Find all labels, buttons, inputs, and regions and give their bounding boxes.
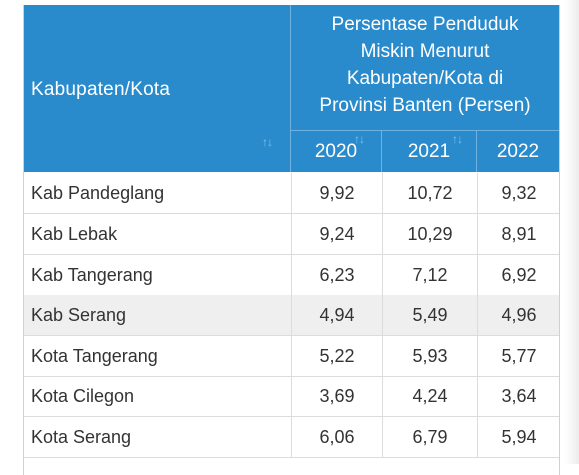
column-header-label: Kabupaten/Kota xyxy=(31,79,171,100)
table-row: Kota Tangerang 5,22 5,93 5,77 xyxy=(24,336,559,377)
column-header-2022[interactable]: 2022 xyxy=(477,131,559,172)
cell-2022: 4,96 xyxy=(477,295,560,335)
column-header-2020[interactable]: 2020 ↑↓ xyxy=(291,131,382,172)
cell-2020: 4,94 xyxy=(291,295,382,335)
row-name: Kab Serang xyxy=(31,305,127,325)
cell-2021: 5,49 xyxy=(382,295,477,335)
cell-2022: 5,77 xyxy=(477,336,560,376)
year-label: 2022 xyxy=(496,141,540,162)
cell-2020: 3,69 xyxy=(291,376,382,416)
group-header-line: Miskin Menurut xyxy=(360,41,490,62)
cell-2020: 6,23 xyxy=(291,255,382,295)
cell-2022: 6,92 xyxy=(477,255,560,295)
cell-2021: 10,72 xyxy=(382,173,477,213)
cell-2022: 3,64 xyxy=(477,376,560,416)
year-label: 2020 xyxy=(314,141,358,162)
year-label: 2021 xyxy=(407,141,451,162)
cell-2022: 8,91 xyxy=(477,214,560,254)
cell-2020: 6,06 xyxy=(291,417,382,457)
table-header xyxy=(24,5,559,172)
cell-2021: 4,24 xyxy=(382,376,477,416)
table-row: Kab Tangerang 6,23 7,12 6,92 xyxy=(24,255,559,296)
row-name: Kota Cilegon xyxy=(31,386,135,406)
row-name: Kota Serang xyxy=(31,427,132,447)
column-header-2021[interactable]: 2021 ↑↓ xyxy=(382,131,477,172)
cell-2020: 9,24 xyxy=(291,214,382,254)
table-row: Kab Serang 4,94 5,49 4,96 xyxy=(24,295,559,336)
group-header-line: Persentase Penduduk xyxy=(331,14,519,35)
sort-arrows-icon[interactable]: ↑↓ xyxy=(354,132,365,146)
table-row: Kab Lebak 9,24 10,29 8,91 xyxy=(24,214,559,255)
page-edge-shadow xyxy=(565,0,579,464)
cell-2021: 5,93 xyxy=(382,336,477,376)
row-name: Kab Tangerang xyxy=(31,265,153,285)
cell-2020: 9,92 xyxy=(291,173,382,213)
group-header-persentase: Persentase Penduduk Miskin Menurut Kabup… xyxy=(291,5,559,131)
table-row: Kab Pandeglang 9,92 10,72 9,32 xyxy=(24,173,559,214)
table-frame xyxy=(23,5,560,475)
table-row: Kota Serang 6,06 6,79 5,94 xyxy=(24,417,559,458)
cell-2022: 9,32 xyxy=(477,173,560,213)
cell-2021: 6,79 xyxy=(382,417,477,457)
column-header-kabupaten-kota[interactable]: Kabupaten/Kota ↑↓ xyxy=(24,5,291,172)
group-header-line: Kabupaten/Kota di xyxy=(346,68,504,89)
cell-2021: 10,29 xyxy=(382,214,477,254)
group-header-line: Provinsi Banten (Persen) xyxy=(319,95,531,116)
cell-2020: 5,22 xyxy=(291,336,382,376)
row-name: Kab Pandeglang xyxy=(31,183,165,203)
sort-arrows-icon[interactable]: ↑↓ xyxy=(262,135,273,149)
row-name: Kota Tangerang xyxy=(31,346,158,366)
cell-2022: 5,94 xyxy=(477,417,560,457)
row-name: Kab Lebak xyxy=(31,224,118,244)
cell-2021: 7,12 xyxy=(382,255,477,295)
table-row: Kota Cilegon 3,69 4,24 3,64 xyxy=(24,376,559,417)
sort-arrows-icon[interactable]: ↑↓ xyxy=(452,132,463,146)
